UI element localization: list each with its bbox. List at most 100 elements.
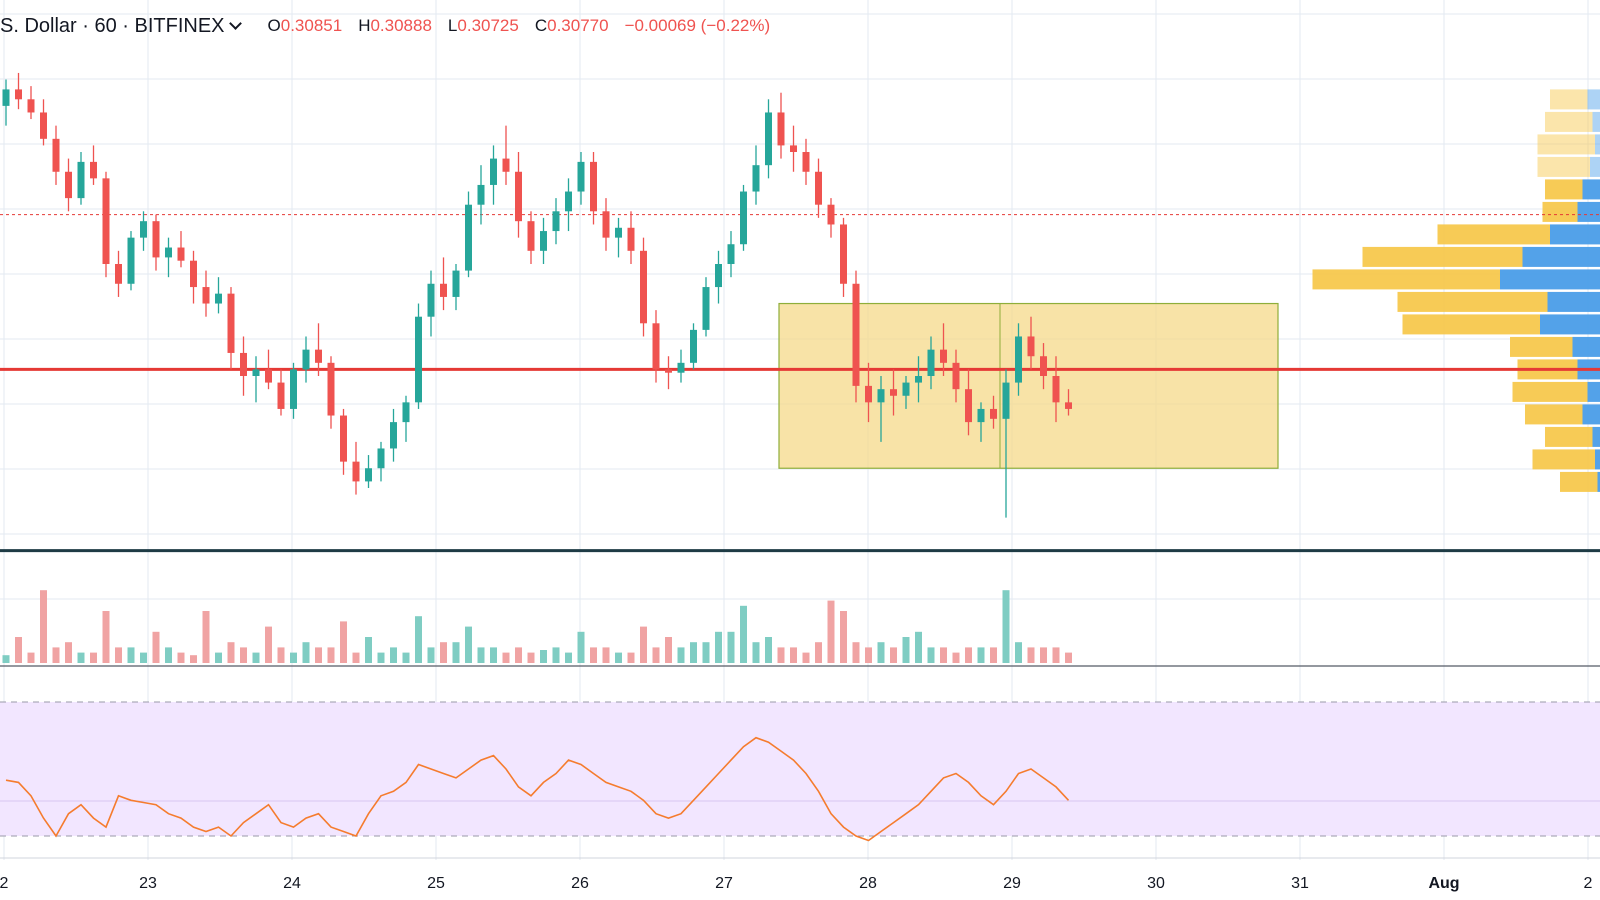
candle-body	[577, 161, 585, 192]
volume-profile-bar-up	[1540, 314, 1600, 335]
candles	[2, 72, 1072, 518]
volume-bar	[90, 652, 97, 663]
volume-bar	[327, 647, 335, 663]
volume-bar	[165, 647, 172, 663]
candle-body	[252, 369, 260, 376]
volume-bar	[527, 652, 535, 663]
volume-profile-bar	[1532, 449, 1595, 470]
candle-body	[690, 329, 697, 363]
volume-bar	[290, 652, 297, 663]
volume-profile-bar	[1510, 336, 1573, 357]
volume-bar	[802, 652, 810, 663]
x-tick-label: 2	[0, 875, 9, 892]
volume-profile-bar-up	[1582, 404, 1600, 425]
volume-bar	[177, 652, 185, 663]
range-box	[778, 302, 1279, 469]
candle-body	[677, 362, 685, 373]
volume-profile-bar-up	[1590, 156, 1600, 177]
volume-profile-bar	[1397, 291, 1548, 312]
candle-body	[1015, 336, 1022, 383]
symbol-selector[interactable]: S. Dollar · 60 · BITFINEX	[0, 15, 242, 38]
candle-body	[1002, 382, 1010, 419]
x-tick-label: 31	[1291, 875, 1309, 892]
volume-bar	[552, 647, 560, 663]
volume-profile-bar	[1512, 381, 1588, 402]
volume-bar	[977, 647, 985, 663]
volume-profile-bar-up	[1550, 224, 1600, 245]
volume-profile-bar	[1525, 404, 1583, 425]
volume-bar	[690, 642, 697, 663]
candle-body	[940, 349, 947, 363]
candle-body	[390, 422, 397, 449]
volume-profile	[1312, 89, 1600, 492]
volume-bar	[1040, 647, 1047, 663]
volume-profile-bar-up	[1547, 291, 1600, 312]
volume-bar	[915, 631, 922, 663]
candle-body	[927, 349, 935, 376]
volume-bar	[415, 616, 422, 663]
candle-body	[1052, 376, 1060, 403]
candle-body	[527, 221, 535, 251]
x-tick-label: 30	[1147, 875, 1165, 892]
candle-body	[802, 152, 810, 172]
candle-body	[52, 138, 60, 172]
volume-bar	[927, 647, 935, 663]
candle-body	[827, 204, 835, 225]
candle-body	[127, 237, 135, 284]
volume-bar	[277, 647, 285, 663]
volume-bar	[665, 637, 672, 663]
candle-body	[165, 247, 172, 258]
candle-body	[1040, 356, 1047, 376]
x-tick-label: 2	[1584, 875, 1593, 892]
x-tick-label: 24	[283, 875, 301, 892]
volume-bar	[377, 652, 385, 663]
volume-bar	[190, 655, 197, 663]
volume-bar	[140, 652, 147, 663]
volume-bar	[352, 652, 360, 663]
candle-body	[402, 402, 410, 423]
volume-bar	[1002, 590, 1010, 663]
candle-body	[102, 178, 110, 264]
volume-bar	[115, 647, 122, 663]
volume-bar	[502, 652, 510, 663]
candle-body	[902, 382, 910, 396]
volume-profile-bar-up	[1597, 471, 1600, 492]
volume-bar	[40, 590, 47, 663]
candle-body	[427, 283, 435, 317]
candle-body	[152, 221, 160, 258]
candle-body	[1027, 336, 1035, 357]
volume-bar	[890, 647, 897, 663]
candle-body	[752, 165, 760, 192]
volume-profile-bar	[1362, 246, 1523, 267]
volume-bar	[702, 642, 710, 663]
volume-profile-bar-up	[1595, 449, 1600, 470]
volume-profile-bar-up	[1592, 426, 1600, 447]
candle-body	[1065, 402, 1072, 409]
volume-bar	[440, 642, 447, 663]
volume-bar	[215, 652, 222, 663]
candle-body	[227, 293, 235, 353]
candle-body	[790, 145, 797, 152]
candle-body	[890, 389, 897, 396]
candle-body	[40, 112, 47, 139]
volume-bar	[315, 647, 322, 663]
volume-bar	[252, 652, 260, 663]
volume-bar	[840, 611, 847, 663]
volume-bar	[877, 642, 885, 663]
volume-bar	[990, 647, 997, 663]
volume-bar	[452, 642, 460, 663]
x-tick-label: 25	[427, 875, 445, 892]
volume-bar	[365, 637, 372, 663]
volume-bar	[77, 652, 85, 663]
candle-body	[765, 112, 772, 166]
volume-bar	[715, 631, 722, 663]
x-axis-labels: 2 23 24 25 26 27 28 29 30 31 Aug 2	[0, 875, 1593, 892]
candle-body	[702, 287, 710, 330]
volume-bar	[152, 631, 160, 663]
candle-body	[415, 316, 422, 403]
volume-bar	[627, 652, 635, 663]
volume-profile-bar	[1402, 314, 1540, 335]
volume-bar	[1052, 647, 1060, 663]
volume-profile-bar	[1545, 111, 1593, 132]
